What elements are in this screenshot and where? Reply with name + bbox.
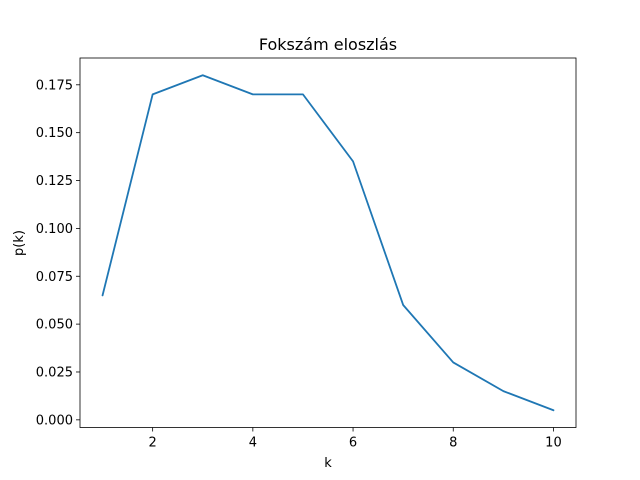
axes-frame [79, 57, 577, 428]
x-tick-label: 4 [249, 436, 257, 451]
y-tick-label: 0.000 [36, 413, 73, 428]
chart-title: Fokszám eloszlás [259, 35, 397, 54]
x-tick-label: 6 [349, 436, 357, 451]
y-tick-label: 0.050 [36, 318, 73, 333]
series-line [101, 74, 555, 412]
x-tick-label: 8 [449, 436, 457, 451]
plot-area [79, 57, 577, 428]
y-axis-label: p(k) [12, 230, 27, 256]
y-tick-label: 0.025 [36, 365, 73, 380]
x-tick-label: 10 [545, 436, 562, 451]
y-axis: 0.000 0.025 0.050 0.075 0.100 0.125 0.150 0.175 [36, 78, 80, 428]
y-tick-label: 0.175 [36, 78, 73, 93]
x-tick-label: 2 [149, 436, 157, 451]
y-tick-label: 0.125 [36, 174, 73, 189]
y-tick-label: 0.100 [36, 222, 73, 237]
series-layer [101, 74, 555, 412]
x-axis: 2 4 6 8 10 [149, 427, 562, 451]
y-tick-label: 0.150 [36, 126, 73, 141]
x-axis-label: k [324, 456, 332, 471]
y-tick-label: 0.075 [36, 270, 73, 285]
